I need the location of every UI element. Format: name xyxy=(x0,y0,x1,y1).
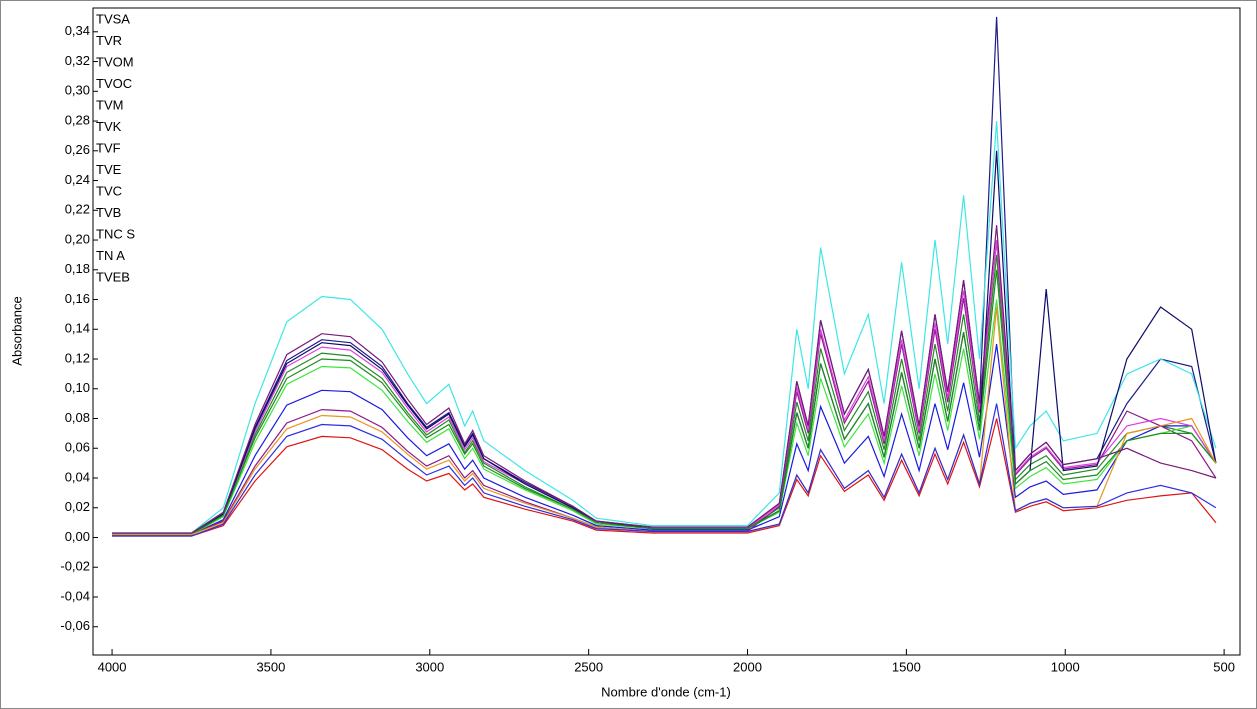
legend-entry: TVOC xyxy=(96,76,132,91)
legend-entry: TVF xyxy=(96,140,121,155)
y-tick-label: 0,16 xyxy=(65,291,90,306)
x-tick-label: 3500 xyxy=(256,659,285,674)
spectrum-line xyxy=(112,269,1217,536)
x-tick-label: 2000 xyxy=(733,659,762,674)
legend-entry: TVSA xyxy=(96,11,130,26)
y-tick-label: 0,24 xyxy=(65,172,90,187)
y-tick-label: 0,20 xyxy=(65,231,90,246)
x-tick-label: 1000 xyxy=(1051,659,1080,674)
y-tick-label: 0,28 xyxy=(65,112,90,127)
legend-entry: TVC xyxy=(96,183,122,198)
y-tick-label: 0,30 xyxy=(65,83,90,98)
x-tick-label: 4000 xyxy=(98,659,127,674)
y-tick-label: -0,06 xyxy=(60,618,90,633)
legend-entry: TVM xyxy=(96,97,123,112)
spectrum-line xyxy=(112,120,1217,534)
y-tick-label: 0,10 xyxy=(65,380,90,395)
legend-entry: TVEB xyxy=(96,269,130,284)
spectrum-line xyxy=(112,299,1217,536)
legend-entry: TVR xyxy=(96,33,122,48)
legend-entry: TN A xyxy=(96,248,125,263)
y-tick-label: 0,04 xyxy=(65,469,90,484)
y-tick-label: 0,02 xyxy=(65,499,90,514)
y-tick-label: 0,18 xyxy=(65,261,90,276)
legend-entry: TVOM xyxy=(96,54,134,69)
y-tick-label: 0,26 xyxy=(65,142,90,157)
y-tick-label: 0,06 xyxy=(65,440,90,455)
y-tick-label: 0,08 xyxy=(65,410,90,425)
legend-entry: TNC S xyxy=(96,226,135,241)
x-tick-label: 3000 xyxy=(415,659,444,674)
x-tick-label: 1500 xyxy=(892,659,921,674)
x-tick-label: 2500 xyxy=(574,659,603,674)
y-tick-label: -0,04 xyxy=(60,588,90,603)
plot-area xyxy=(92,7,1241,656)
y-tick-label: 0,00 xyxy=(65,529,90,544)
legend-entry: TVE xyxy=(96,162,122,177)
spectrum-line xyxy=(112,239,1217,536)
y-axis-label: Absorbance xyxy=(9,296,24,365)
spectrum-line xyxy=(112,254,1217,536)
y-tick-label: 0,14 xyxy=(65,321,90,336)
spectrum-line xyxy=(112,239,1217,536)
y-tick-label: 0,34 xyxy=(65,23,90,38)
x-axis-label: Nombre d'onde (cm-1) xyxy=(601,684,731,699)
spectrum-line xyxy=(112,225,1217,534)
spectrum-line xyxy=(112,344,1217,536)
x-tick-label: 500 xyxy=(1213,659,1235,674)
legend-entry: TVB xyxy=(96,205,121,220)
legend-entry: TVK xyxy=(96,119,122,134)
y-tick-label: -0,02 xyxy=(60,559,90,574)
y-tick-label: 0,22 xyxy=(65,202,90,217)
y-tick-label: 0,32 xyxy=(65,53,90,68)
spectrum-line xyxy=(112,403,1217,537)
spectrum-line xyxy=(112,418,1217,537)
y-tick-label: 0,12 xyxy=(65,350,90,365)
